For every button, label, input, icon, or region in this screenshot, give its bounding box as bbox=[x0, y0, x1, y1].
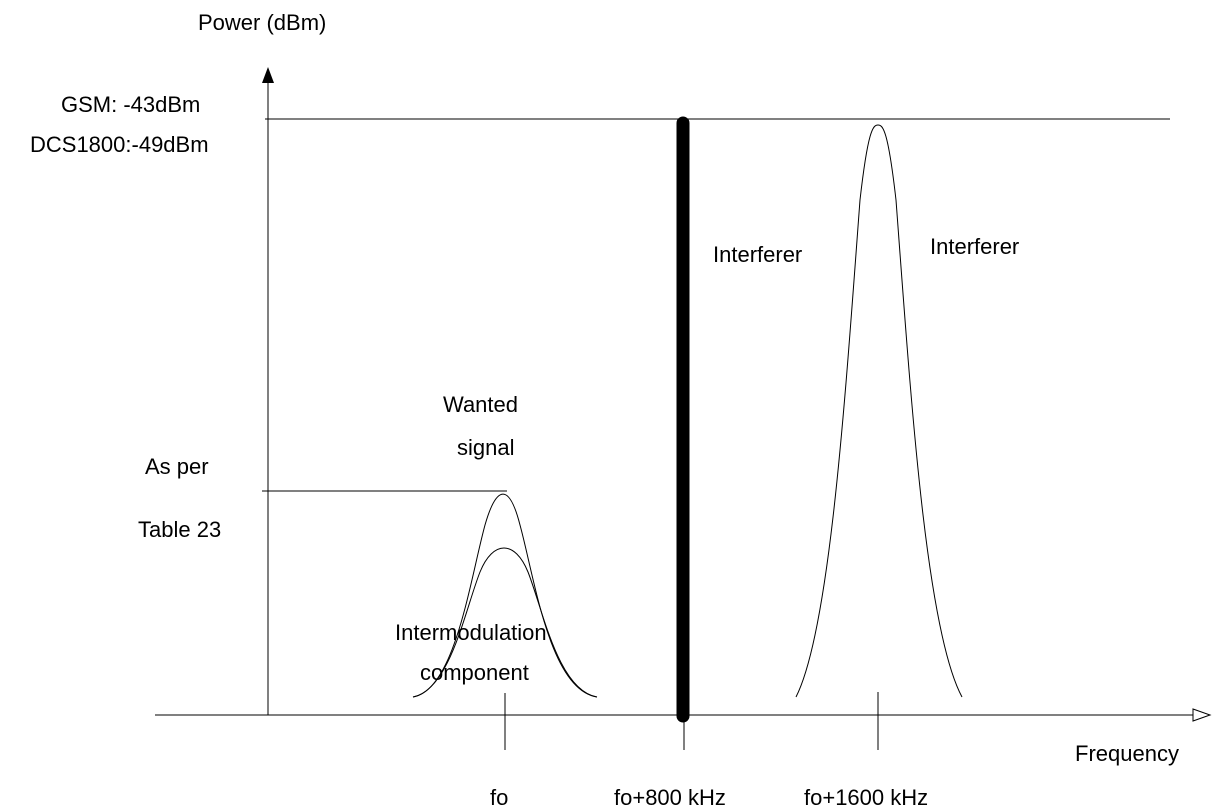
upper-level-label-2: DCS1800:-49dBm bbox=[30, 132, 209, 157]
wanted-signal-label-1: Wanted bbox=[443, 392, 518, 417]
intermod-component-curve bbox=[412, 547, 598, 698]
y-axis-arrowhead bbox=[262, 67, 274, 83]
wanted-signal-curve bbox=[412, 493, 598, 698]
intermod-label-2: component bbox=[420, 660, 529, 685]
cw-interferer-label: Interferer bbox=[713, 242, 802, 267]
x-axis-label: Frequency bbox=[1075, 741, 1179, 766]
modulated-interferer-label: Interferer bbox=[930, 234, 1019, 259]
upper-level-label-1: GSM: -43dBm bbox=[61, 92, 200, 117]
x-axis-arrowhead bbox=[1192, 708, 1212, 722]
modulated-interferer-curve bbox=[795, 124, 963, 698]
wanted-signal-label-2: signal bbox=[457, 435, 514, 460]
lower-level-label-1: As per bbox=[145, 454, 209, 479]
freq-label-fo: fo bbox=[490, 785, 508, 810]
lower-level-label-2: Table 23 bbox=[138, 517, 221, 542]
y-axis-label: Power (dBm) bbox=[198, 10, 326, 35]
intermod-label-1: Intermodulation bbox=[395, 620, 547, 645]
freq-label-fo-800: fo+800 kHz bbox=[614, 785, 726, 810]
freq-label-fo-1600: fo+1600 kHz bbox=[804, 785, 928, 810]
